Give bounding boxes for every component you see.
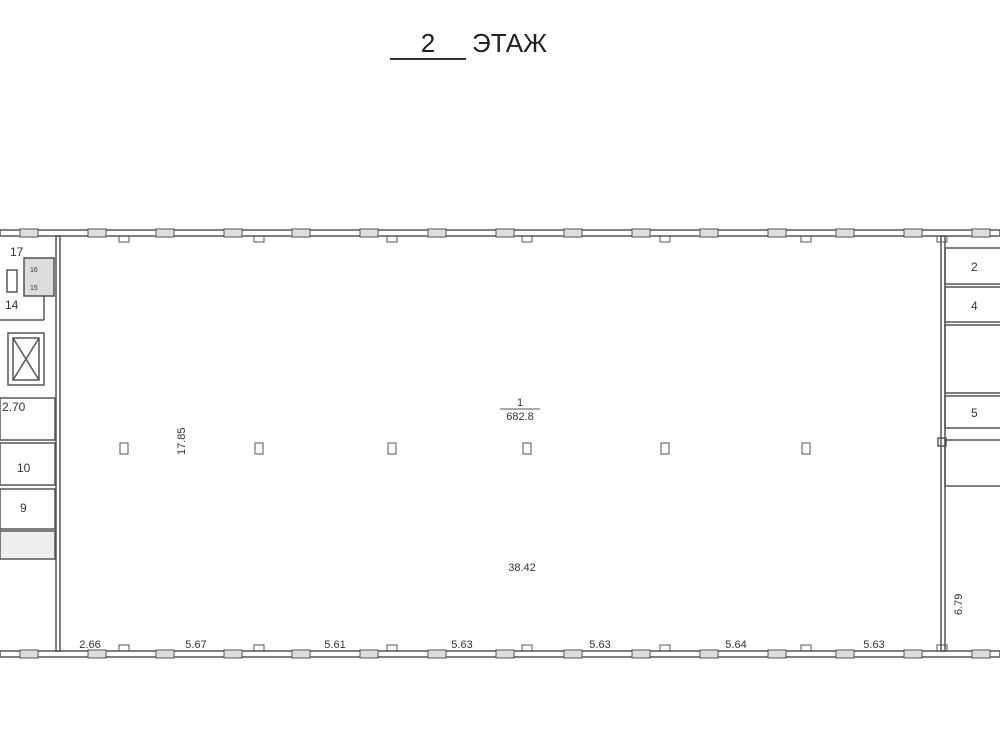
column (937, 437, 947, 447)
window (291, 228, 311, 238)
pilaster (386, 644, 398, 651)
window (291, 649, 311, 659)
column (119, 442, 129, 455)
bay-dimension: 2.66 (79, 639, 100, 651)
elevator-cross-icon (12, 337, 40, 381)
bay-dimension: 5.63 (863, 639, 884, 651)
window (19, 228, 39, 238)
bay-dimension: 5.67 (185, 639, 206, 651)
pilaster (659, 644, 671, 651)
pilaster (800, 236, 812, 243)
window (223, 228, 243, 238)
window (223, 649, 243, 659)
window (903, 228, 923, 238)
window (495, 649, 515, 659)
pilaster (800, 644, 812, 651)
bay-dimension: 5.61 (324, 639, 345, 651)
column (522, 442, 532, 455)
room-label: 16 (30, 267, 38, 274)
room-label: 9 (20, 501, 27, 515)
window (563, 649, 583, 659)
pilaster (118, 644, 130, 651)
left-inner-wall (55, 235, 61, 652)
right-width-dimension: 6.79 (953, 594, 965, 615)
window (767, 649, 787, 659)
width-dimension: 17.85 (176, 427, 188, 455)
pilaster (936, 236, 948, 243)
window (155, 228, 175, 238)
window (495, 228, 515, 238)
window (699, 228, 719, 238)
pilaster (936, 644, 948, 651)
window (767, 228, 787, 238)
room-area: 682.8 (506, 411, 534, 423)
room-label: 10 (17, 461, 31, 475)
floor-number: 2 (390, 28, 466, 60)
sink-icon (6, 269, 18, 293)
pilaster (659, 236, 671, 243)
bay-dimension: 5.63 (451, 639, 472, 651)
window (563, 228, 583, 238)
stair-icon (0, 530, 56, 560)
wc-block (23, 257, 55, 297)
window (631, 649, 651, 659)
window (87, 649, 107, 659)
window (631, 228, 651, 238)
length-dimension: 38.42 (508, 562, 536, 574)
window (699, 649, 719, 659)
window (87, 228, 107, 238)
window (427, 228, 447, 238)
column (387, 442, 397, 455)
window (971, 228, 991, 238)
bay-dimension: 5.64 (725, 639, 746, 651)
pilaster (253, 644, 265, 651)
room-label: 4 (971, 299, 978, 313)
bay-dimension: 5.63 (589, 639, 610, 651)
floor-word: ЭТАЖ (472, 28, 548, 58)
pilaster (386, 236, 398, 243)
dimension-label: 2.70 (2, 400, 26, 414)
column (801, 442, 811, 455)
room-label: 15 (30, 285, 38, 292)
room-number: 1 (517, 397, 523, 409)
window (903, 649, 923, 659)
pilaster (253, 236, 265, 243)
column (254, 442, 264, 455)
floor-title: 2 ЭТАЖ (390, 28, 547, 60)
window (155, 649, 175, 659)
room-label: 2 (971, 260, 978, 274)
pilaster (521, 644, 533, 651)
window (835, 649, 855, 659)
window (19, 649, 39, 659)
window (971, 649, 991, 659)
room-label: 17 (10, 245, 24, 259)
window (359, 228, 379, 238)
column (660, 442, 670, 455)
elevator-icon (7, 332, 45, 386)
window (835, 228, 855, 238)
pilaster (521, 236, 533, 243)
pilaster (118, 236, 130, 243)
room-label: 5 (971, 406, 978, 420)
window (427, 649, 447, 659)
room-label: 14 (5, 298, 19, 312)
window (359, 649, 379, 659)
